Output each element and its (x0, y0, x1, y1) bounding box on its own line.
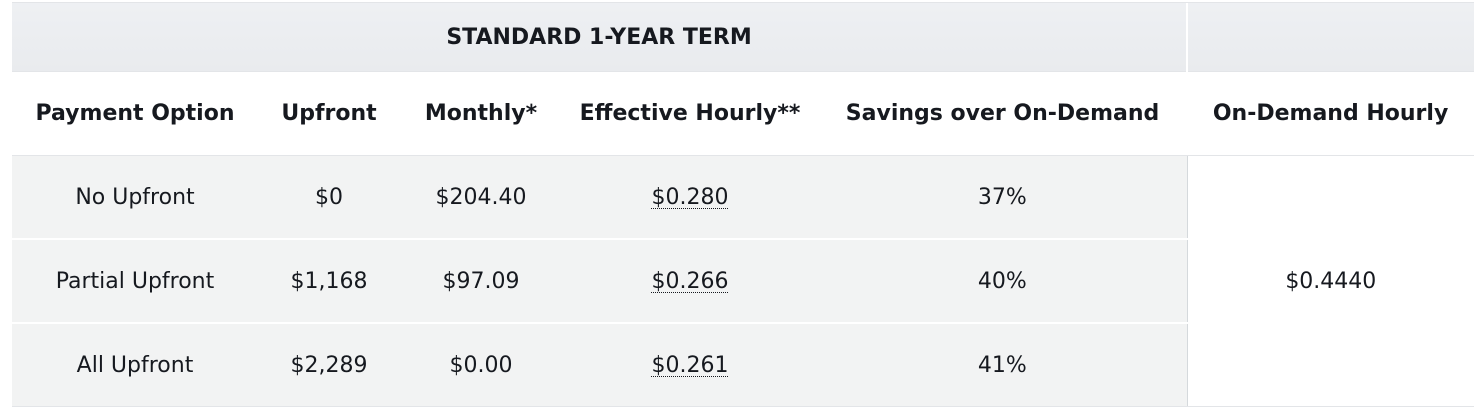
reserved-pricing-table: STANDARD 1-YEAR TERM Payment Option Upfr… (12, 3, 1475, 407)
column-header-monthly: Monthly* (400, 71, 562, 156)
term-header-row: STANDARD 1-YEAR TERM (12, 3, 1475, 72)
payment-option-cell: Partial Upfront (12, 239, 258, 324)
effective-hourly-cell: $0.280 (562, 155, 818, 240)
upfront-cell: $0 (258, 155, 400, 240)
term-header: STANDARD 1-YEAR TERM (12, 3, 1188, 72)
term-header-blank (1186, 3, 1475, 72)
table-top-border (12, 2, 1474, 3)
table-row: No Upfront $0 $204.40 $0.280 37% $0.4440 (12, 155, 1475, 407)
column-header-row: Payment Option Upfront Monthly* Effectiv… (12, 71, 1475, 156)
monthly-cell: $204.40 (400, 155, 562, 240)
column-header-payment-option: Payment Option (12, 71, 258, 156)
upfront-cell: $2,289 (258, 323, 400, 407)
effective-hourly-cell: $0.261 (562, 323, 818, 407)
upfront-cell: $1,168 (258, 239, 400, 324)
column-header-savings: Savings over On-Demand (818, 71, 1188, 156)
table-row: All Upfront $2,289 $0.00 $0.261 41% (12, 323, 1474, 407)
column-header-on-demand-hourly: On-Demand Hourly (1187, 71, 1475, 156)
effective-hourly-tooltip-value[interactable]: $0.266 (651, 268, 729, 294)
savings-cell: 41% (818, 323, 1188, 407)
column-header-upfront: Upfront (258, 71, 400, 156)
payment-option-cell: All Upfront (12, 323, 258, 407)
effective-hourly-tooltip-value[interactable]: $0.280 (651, 184, 729, 210)
effective-hourly-tooltip-value[interactable]: $0.261 (651, 352, 729, 378)
payment-option-cell: No Upfront (12, 155, 258, 240)
on-demand-hourly-cell: $0.4440 (1186, 155, 1475, 407)
table-row: Partial Upfront $1,168 $97.09 $0.266 40% (12, 239, 1474, 324)
monthly-cell: $97.09 (400, 239, 562, 324)
savings-cell: 37% (818, 155, 1188, 240)
effective-hourly-cell: $0.266 (562, 239, 818, 324)
savings-cell: 40% (818, 239, 1188, 324)
monthly-cell: $0.00 (400, 323, 562, 407)
column-header-effective-hourly: Effective Hourly** (562, 71, 818, 156)
